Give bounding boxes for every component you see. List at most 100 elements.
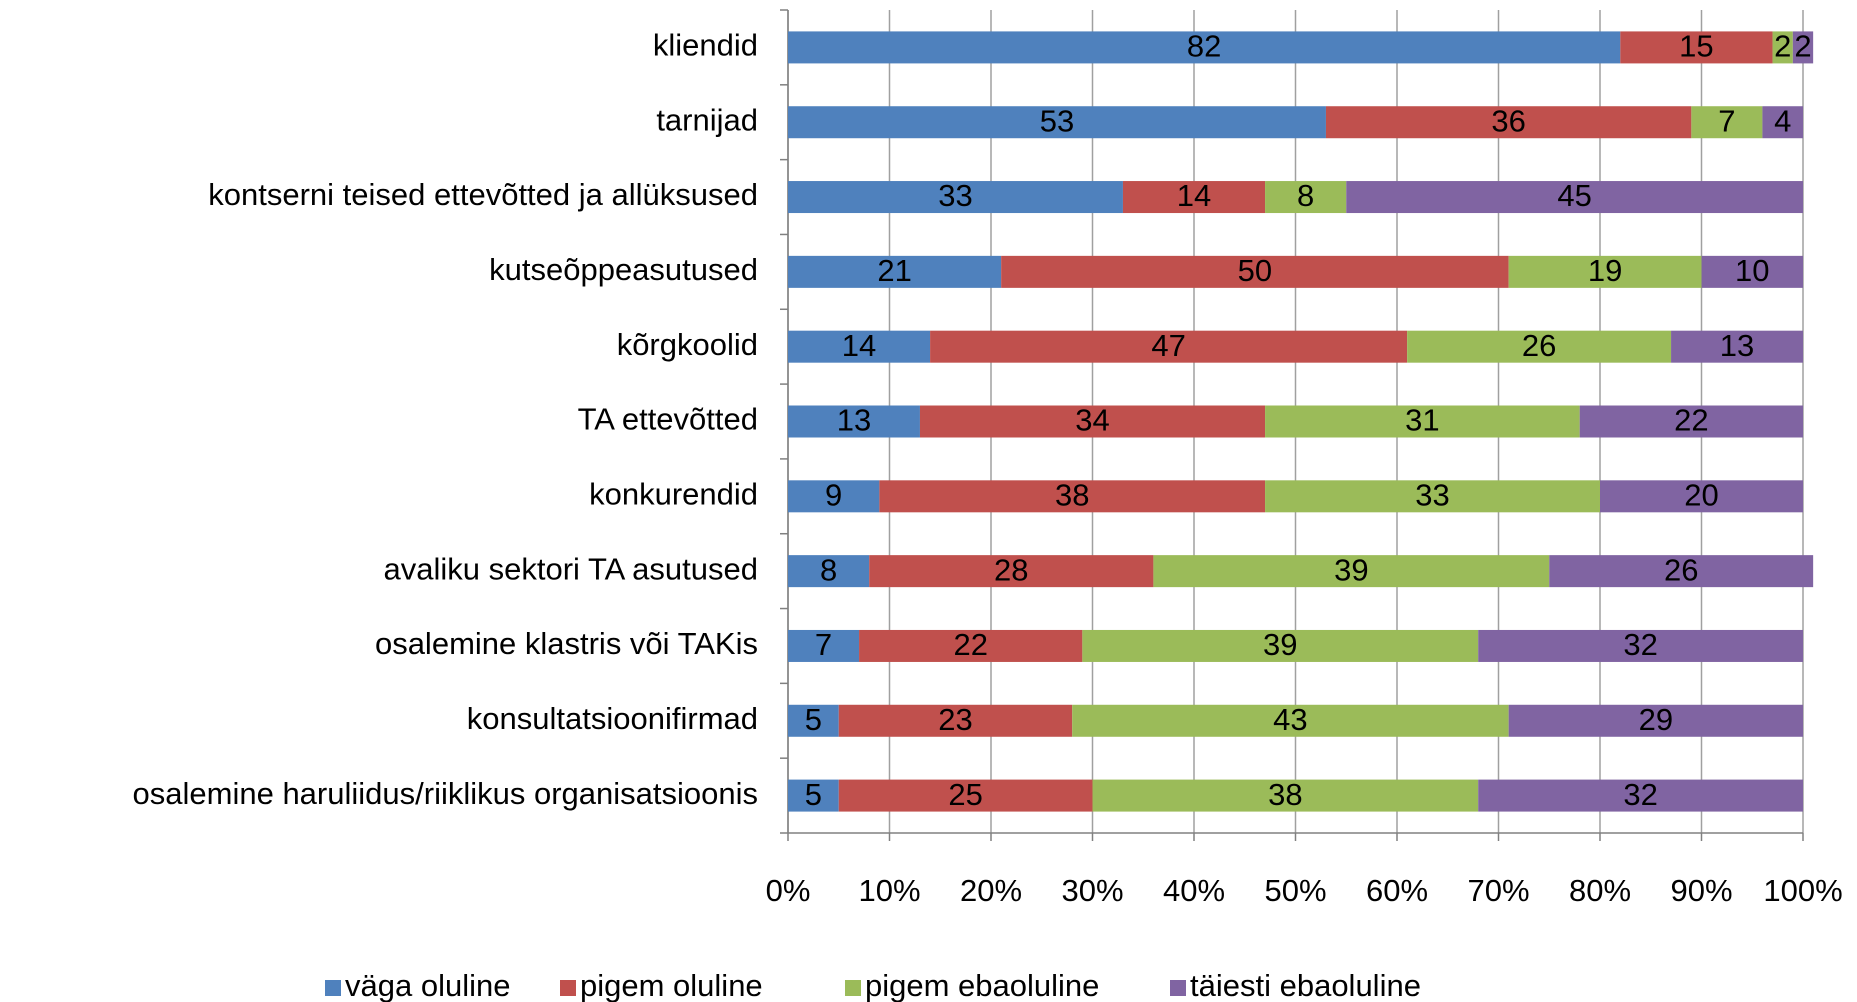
y-tick-label: TA ettevõtted — [578, 402, 758, 437]
data-label: 34 — [1075, 403, 1109, 438]
data-label: 28 — [994, 552, 1028, 587]
data-label: 21 — [877, 253, 911, 288]
y-tick-label: konkurendid — [589, 477, 758, 512]
data-label: 82 — [1187, 29, 1221, 64]
data-label: 10 — [1735, 253, 1769, 288]
bar-segment — [1092, 779, 1479, 812]
y-tick-label: kõrgkoolid — [617, 327, 758, 362]
bar-segment — [1792, 31, 1814, 64]
bar-segment — [788, 629, 860, 662]
legend-swatch — [560, 980, 576, 996]
data-label: 13 — [837, 403, 871, 438]
x-tick-label: 50% — [1264, 873, 1326, 908]
data-label: 32 — [1623, 777, 1657, 812]
y-tick-label: tarnijad — [656, 102, 758, 137]
data-label: 33 — [938, 178, 972, 213]
bar-segment — [879, 480, 1266, 513]
bar-segment — [838, 704, 1073, 737]
bar-segment — [788, 181, 1123, 214]
bar-segment — [1265, 181, 1347, 214]
x-tick-label: 40% — [1163, 873, 1225, 908]
data-label: 47 — [1151, 328, 1185, 363]
bar-segment — [1346, 181, 1803, 214]
bar-segment — [788, 704, 839, 737]
y-tick-label: kontserni teised ettevõtted ja allüksuse… — [208, 177, 758, 212]
bar-segment — [1671, 330, 1803, 363]
bar-segment — [788, 330, 931, 363]
data-label: 9 — [825, 478, 842, 513]
data-label: 25 — [948, 777, 982, 812]
data-label: 23 — [938, 702, 972, 737]
y-tick-label: konsultatsioonifirmad — [467, 701, 758, 736]
bar-segment — [788, 555, 870, 588]
legend-swatch — [1170, 980, 1186, 996]
data-label: 26 — [1522, 328, 1556, 363]
data-label: 45 — [1557, 178, 1591, 213]
data-label: 36 — [1491, 103, 1525, 138]
bar-segment — [1691, 106, 1763, 139]
data-label: 19 — [1588, 253, 1622, 288]
bar-segment — [1122, 181, 1266, 214]
data-label: 13 — [1720, 328, 1754, 363]
bar-segment — [1325, 106, 1692, 139]
legend-swatch — [845, 980, 861, 996]
y-tick-label: osalemine haruliidus/riiklikus organisat… — [133, 776, 758, 811]
bar-segment — [1478, 779, 1803, 812]
data-label: 43 — [1273, 702, 1307, 737]
data-label: 53 — [1040, 103, 1074, 138]
data-label: 8 — [1297, 178, 1314, 213]
data-label: 22 — [1674, 403, 1708, 438]
bar-segment — [1082, 629, 1479, 662]
bar-segment — [1001, 255, 1509, 288]
bar-segment — [1549, 555, 1814, 588]
x-tick-label: 90% — [1670, 873, 1732, 908]
data-label: 5 — [805, 777, 822, 812]
bar-segment — [919, 405, 1266, 438]
bar-segment — [838, 779, 1093, 812]
x-tick-label: 30% — [1061, 873, 1123, 908]
x-tick-label: 10% — [858, 873, 920, 908]
bar-segment — [930, 330, 1408, 363]
data-label: 50 — [1238, 253, 1272, 288]
data-label: 7 — [815, 627, 832, 662]
y-tick-label: kutseõppeasutused — [489, 252, 758, 287]
bar-segment — [1265, 480, 1600, 513]
bar-segment — [788, 106, 1326, 139]
data-label: 39 — [1334, 552, 1368, 587]
bar-segment — [1265, 405, 1580, 438]
bar-segment — [1579, 405, 1803, 438]
bar-segment — [1772, 31, 1793, 64]
x-tick-label: 60% — [1366, 873, 1428, 908]
bar-segment — [1620, 31, 1773, 64]
data-label: 39 — [1263, 627, 1297, 662]
x-tick-label: 80% — [1569, 873, 1631, 908]
bar-segment — [788, 779, 839, 812]
bar-segment — [788, 480, 880, 513]
x-tick-label: 0% — [766, 873, 811, 908]
bar-segment — [869, 555, 1154, 588]
data-label: 38 — [1055, 478, 1089, 513]
legend-label: täiesti ebaoluline — [1190, 968, 1421, 1002]
legend-label: pigem ebaoluline — [865, 968, 1099, 1002]
x-tick-label: 100% — [1763, 873, 1842, 908]
bar-segment — [1478, 629, 1803, 662]
y-tick-label: kliendid — [653, 28, 758, 63]
data-label: 29 — [1639, 702, 1673, 737]
bar-segment — [788, 255, 1002, 288]
bar-segment — [788, 405, 920, 438]
data-label: 2 — [1774, 29, 1791, 64]
y-tick-label: avaliku sektori TA asutused — [384, 551, 759, 586]
bar-segment — [1600, 480, 1803, 513]
legend-label: pigem oluline — [580, 968, 763, 1002]
data-label: 2 — [1794, 29, 1811, 64]
data-label: 22 — [953, 627, 987, 662]
data-label: 4 — [1774, 103, 1791, 138]
data-label: 15 — [1679, 29, 1713, 64]
bar-segment — [1153, 555, 1550, 588]
x-tick-label: 20% — [960, 873, 1022, 908]
bar-segment — [1508, 704, 1803, 737]
x-tick-label: 70% — [1467, 873, 1529, 908]
data-label: 26 — [1664, 552, 1698, 587]
data-label: 14 — [842, 328, 876, 363]
